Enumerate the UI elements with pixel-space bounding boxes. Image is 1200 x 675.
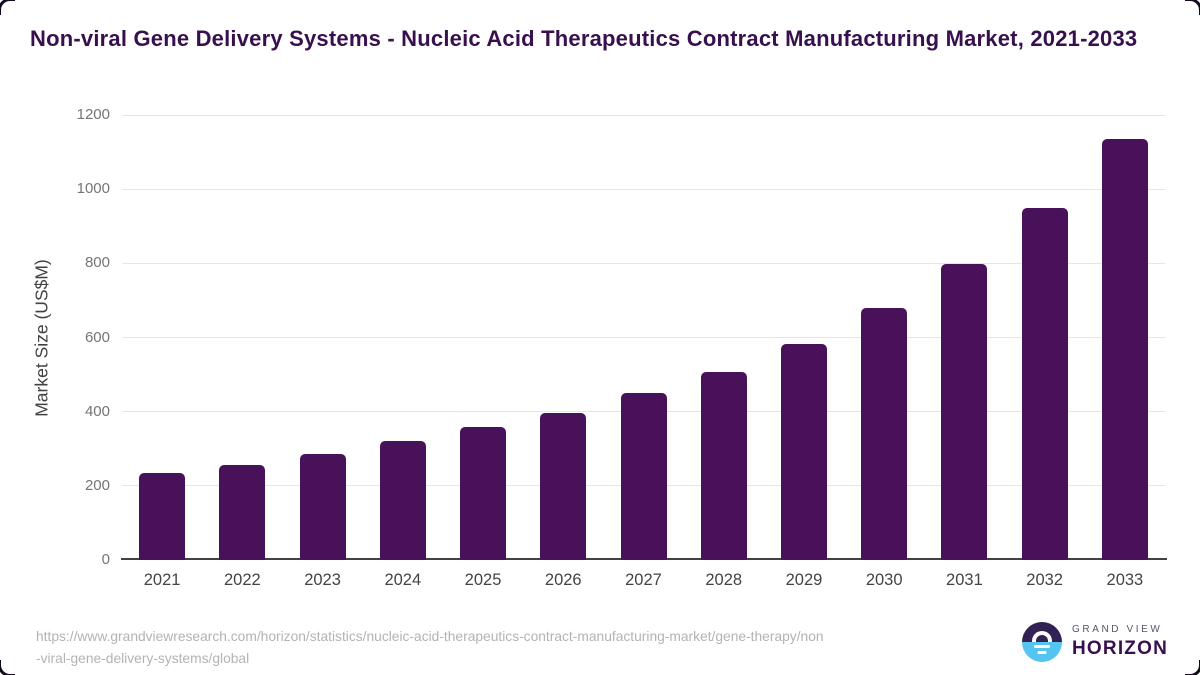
x-label-2030: 2030 [865,571,903,589]
bar-2021[interactable] [139,472,186,560]
gridline-600 [122,337,1165,338]
gridline-1000 [122,188,1165,190]
x-label-2022: 2022 [223,571,261,589]
logo-brand-bottom: HORIZON [1072,638,1169,659]
bar-2033[interactable] [1101,138,1148,560]
y-tick-label-200: 200 [84,476,110,494]
x-label-2026: 2026 [544,571,582,589]
bar-2028[interactable] [700,371,747,560]
bar-2031[interactable] [941,264,988,560]
source-url: https://www.grandviewresearch.com/horizo… [36,626,824,670]
y-tick-label-600: 600 [84,328,110,346]
x-label-2031: 2031 [946,571,983,589]
logo-text: GRAND VIEW HORIZON [1072,624,1168,660]
bar-2032[interactable] [1021,207,1068,560]
bar-2023[interactable] [299,453,346,560]
bar-2025[interactable] [460,427,507,560]
x-label-2024: 2024 [384,571,422,589]
source-url-line2: -viral-gene-delivery-systems/global [36,651,250,666]
horizon-line-icon [1037,651,1047,654]
gridline-800 [122,262,1165,264]
y-tick-label-1200: 1200 [76,106,110,123]
x-label-2023: 2023 [304,571,341,589]
bar-2026[interactable] [540,412,587,560]
bar-2027[interactable] [620,393,667,560]
grand-view-horizon-logo: GRAND VIEW HORIZON [1022,622,1168,662]
x-label-2032: 2032 [1026,571,1063,589]
chart-title: Non-viral Gene Delivery Systems - Nuclei… [30,26,1138,51]
x-label-2028: 2028 [705,571,743,589]
horizon-logo-icon [1022,622,1062,662]
y-tick-label-0: 0 [101,551,110,568]
source-url-line1: https://www.grandviewresearch.com/horizo… [36,629,824,644]
bar-2029[interactable] [780,343,827,560]
horizon-dome-icon [1032,631,1052,642]
logo-brand-top: GRAND VIEW [1072,624,1163,635]
x-label-2021: 2021 [143,571,181,589]
x-label-2025: 2025 [464,571,502,589]
horizon-line-icon [1034,645,1050,648]
bar-2024[interactable] [379,441,426,560]
x-label-2033: 2033 [1106,571,1144,589]
y-tick-label-400: 400 [84,402,110,420]
bar-2022[interactable] [219,464,266,560]
gridline-1200 [122,114,1165,116]
y-tick-label-800: 800 [84,254,110,272]
x-label-2027: 2027 [625,571,662,589]
y-tick-label-1000: 1000 [76,180,110,198]
x-label-2029: 2029 [785,571,823,589]
bar-2030[interactable] [861,307,908,560]
